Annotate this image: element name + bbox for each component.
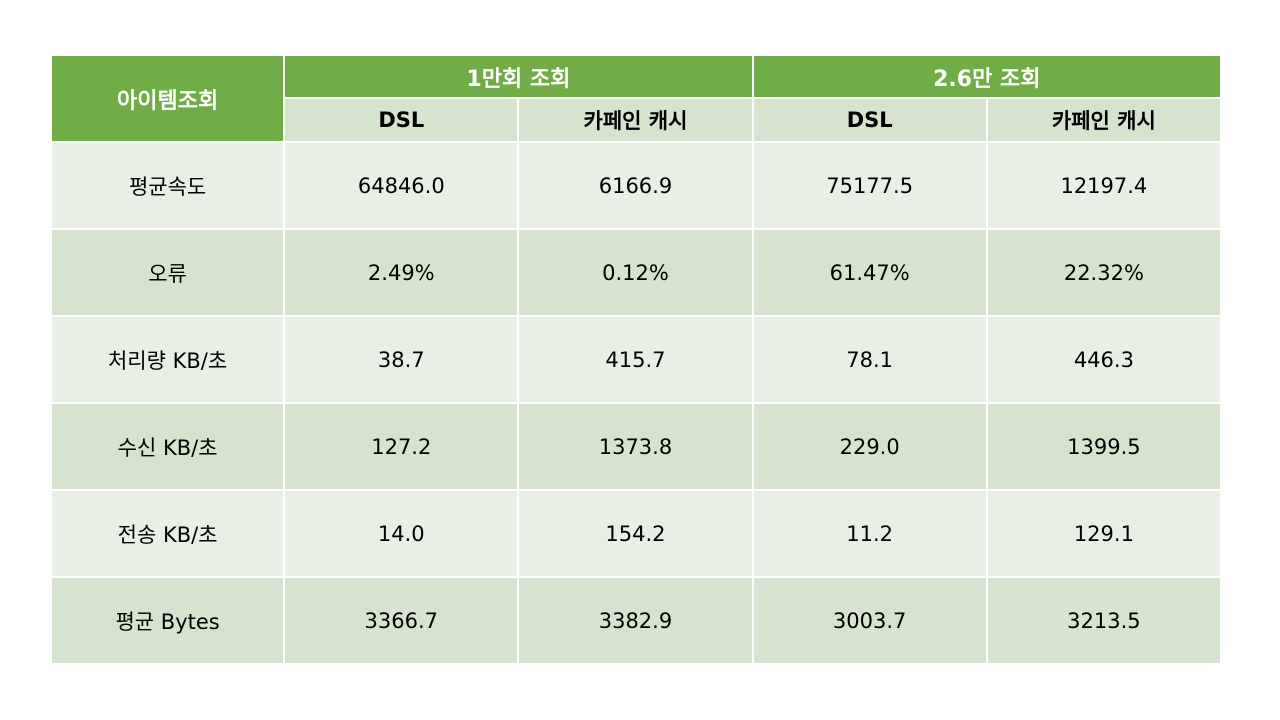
sub-header-dsl-26k: DSL (751, 97, 988, 143)
table-cell: 154.2 (517, 489, 754, 578)
row-label: 평균 Bytes (49, 576, 286, 665)
table-row: 평균속도 64846.0 6166.9 75177.5 12197.4 (49, 141, 1223, 230)
row-label: 처리량 KB/초 (49, 315, 286, 404)
table-row: 처리량 KB/초 38.7 415.7 78.1 446.3 (49, 315, 1223, 404)
table-cell: 6166.9 (517, 141, 754, 230)
table-row: 수신 KB/초 127.2 1373.8 229.0 1399.5 (49, 402, 1223, 491)
table-cell: 12197.4 (985, 141, 1223, 230)
table-cell: 78.1 (751, 315, 988, 404)
table-cell: 3003.7 (751, 576, 988, 665)
table-cell: 2.49% (283, 228, 520, 317)
table-cell: 64846.0 (283, 141, 520, 230)
table-cell: 1399.5 (985, 402, 1223, 491)
table-cell: 127.2 (283, 402, 520, 491)
table-cell: 11.2 (751, 489, 988, 578)
table-cell: 129.1 (985, 489, 1223, 578)
header-row-groups: 아이템조회 1만회 조회 2.6만 조회 (49, 54, 1223, 143)
table-cell: 3382.9 (517, 576, 754, 665)
table-cell: 1373.8 (517, 402, 754, 491)
table-row: 전송 KB/초 14.0 154.2 11.2 129.1 (49, 489, 1223, 578)
sub-header-cache-26k: 카페인 캐시 (985, 97, 1223, 143)
corner-header: 아이템조회 (49, 54, 286, 143)
comparison-table: 아이템조회 1만회 조회 2.6만 조회 DSL 카페인 캐시 DSL 카페인 … (49, 54, 1223, 665)
table-cell: 61.47% (751, 228, 988, 317)
row-label: 오류 (49, 228, 286, 317)
table-cell: 446.3 (985, 315, 1223, 404)
table-cell: 0.12% (517, 228, 754, 317)
group-header-26k: 2.6만 조회 (751, 54, 1223, 99)
row-label: 수신 KB/초 (49, 402, 286, 491)
table-cell: 3366.7 (283, 576, 520, 665)
table-row: 평균 Bytes 3366.7 3382.9 3003.7 3213.5 (49, 576, 1223, 665)
row-label: 전송 KB/초 (49, 489, 286, 578)
table-cell: 415.7 (517, 315, 754, 404)
header-row-methods: DSL 카페인 캐시 DSL 카페인 캐시 (51, 97, 1223, 143)
table-cell: 22.32% (985, 228, 1223, 317)
table-cell: 229.0 (751, 402, 988, 491)
sub-header-dsl-10k: DSL (283, 97, 520, 143)
table-cell: 14.0 (283, 489, 520, 578)
sub-header-cache-10k: 카페인 캐시 (517, 97, 754, 143)
table-cell: 75177.5 (751, 141, 988, 230)
table-cell: 3213.5 (985, 576, 1223, 665)
table-cell: 38.7 (283, 315, 520, 404)
table-row: 오류 2.49% 0.12% 61.47% 22.32% (49, 228, 1223, 317)
group-header-10k: 1만회 조회 (283, 54, 754, 99)
row-label: 평균속도 (49, 141, 286, 230)
